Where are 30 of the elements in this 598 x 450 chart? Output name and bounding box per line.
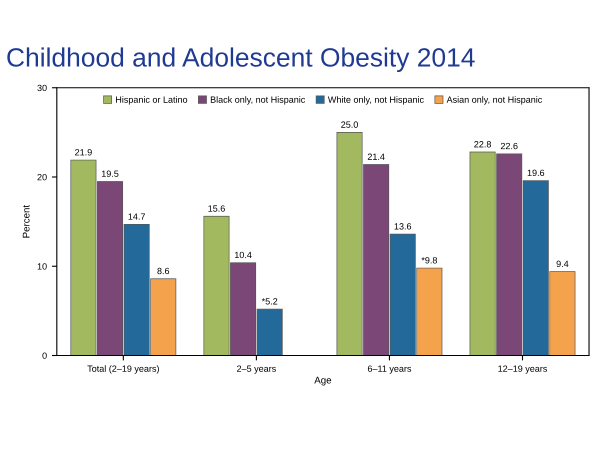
y-tick-label: 20 (38, 174, 47, 180)
y-tick-label: 30 (37, 84, 47, 92)
legend-label: Black only, not Hispanic (210, 96, 306, 105)
x-tick-label: 6–11 years (368, 365, 412, 374)
data-label: 22.6 (500, 142, 518, 150)
data-label: 8.6 (157, 268, 170, 274)
legend-label: Hispanic or Latino (116, 96, 188, 105)
data-label: 14.7 (128, 213, 145, 220)
y-tick-label: 10 (38, 263, 47, 270)
data-label: 19.6 (528, 170, 544, 176)
x-tick-label: 12–19 years (498, 365, 548, 374)
data-label: 13.6 (394, 223, 412, 230)
x-tick-label: Total (2–19 years) (87, 365, 159, 374)
data-label: *9.8 (421, 257, 438, 264)
data-label: 21.4 (368, 154, 385, 160)
x-axis-title: Age (314, 376, 332, 386)
legend-label: White only, not Hispanic (328, 96, 424, 105)
data-label: 10.4 (234, 252, 252, 258)
data-label: 19.5 (102, 170, 118, 177)
data-label: 25.0 (341, 121, 358, 128)
data-label: 9.4 (556, 260, 568, 268)
data-label: 15.6 (208, 205, 225, 212)
y-tick-label: 0 (42, 352, 47, 359)
x-tick-label: 2–5 years (237, 365, 276, 374)
chart-title: Childhood and Adolescent Obesity 2014 (7, 47, 475, 72)
data-label: 22.8 (474, 141, 491, 148)
y-axis-title: Percent (22, 204, 30, 238)
data-label: 21.9 (75, 149, 92, 156)
legend-label: Asian only, not Hispanic (446, 96, 542, 105)
data-label: *5.2 (262, 298, 278, 305)
